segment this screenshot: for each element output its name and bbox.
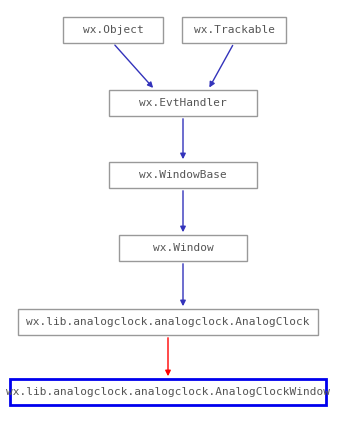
Text: wx.Trackable: wx.Trackable <box>193 25 275 35</box>
FancyBboxPatch shape <box>109 90 257 116</box>
Text: wx.Object: wx.Object <box>83 25 143 35</box>
FancyBboxPatch shape <box>109 162 257 188</box>
Text: wx.Window: wx.Window <box>153 243 213 253</box>
Text: wx.lib.analogclock.analogclock.AnalogClock: wx.lib.analogclock.analogclock.AnalogClo… <box>26 317 310 327</box>
Text: wx.WindowBase: wx.WindowBase <box>139 170 227 180</box>
Text: wx.lib.analogclock.analogclock.AnalogClockWindow: wx.lib.analogclock.analogclock.AnalogClo… <box>6 387 330 397</box>
Text: wx.EvtHandler: wx.EvtHandler <box>139 98 227 108</box>
FancyBboxPatch shape <box>10 379 326 405</box>
FancyBboxPatch shape <box>63 17 163 43</box>
FancyBboxPatch shape <box>18 309 318 335</box>
FancyBboxPatch shape <box>119 235 247 261</box>
FancyBboxPatch shape <box>182 17 286 43</box>
